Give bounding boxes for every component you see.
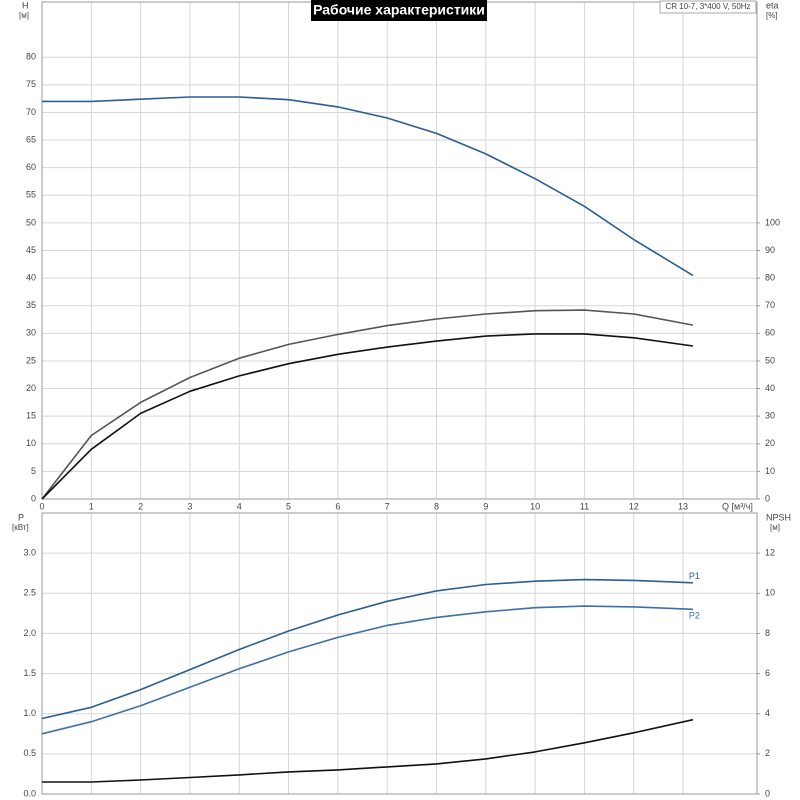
y2-tick-label: 6 <box>765 668 770 678</box>
y-tick-label: 15 <box>26 411 36 421</box>
series-label: P1 <box>689 571 700 581</box>
x-tick-label: 6 <box>335 501 340 511</box>
y-tick-label: 75 <box>26 79 36 89</box>
x-axis-label: Q [м³/ч] <box>722 501 753 511</box>
y-axis-label: H <box>22 0 29 10</box>
x-tick-label: 7 <box>385 501 390 511</box>
y-tick-label: 0.5 <box>23 748 36 758</box>
y2-tick-label: 0 <box>765 493 770 503</box>
curve <box>41 333 694 500</box>
curve <box>42 718 694 783</box>
y2-tick-label: 10 <box>765 466 775 476</box>
y2-tick-label: 4 <box>765 708 770 718</box>
y2-tick-label: 70 <box>765 300 775 310</box>
y-tick-label: 80 <box>26 52 36 62</box>
y2-axis-label: NPSH <box>766 512 791 522</box>
note-box <box>659 0 757 14</box>
bottom-frame <box>41 512 758 795</box>
y2-tick-label: 50 <box>765 355 775 365</box>
grid-layer <box>41 2 757 795</box>
y-tick-label: 1.5 <box>23 668 36 678</box>
title-box <box>311 0 487 21</box>
y-tick-label: 55 <box>26 190 36 200</box>
y-tick-label: 1.0 <box>23 708 36 718</box>
y2-tick-label: 20 <box>765 438 775 448</box>
y2-tick-label: 10 <box>765 588 775 598</box>
y-axis-label: P <box>18 512 24 522</box>
y2-tick-label: 80 <box>765 272 775 282</box>
y-tick-label: 35 <box>26 300 36 310</box>
x-tick-label: 3 <box>187 501 192 511</box>
y-tick-label: 60 <box>26 162 36 172</box>
y-tick-label: 0.0 <box>23 788 36 798</box>
y-tick-label: 20 <box>26 383 36 393</box>
y-axis-unit: [кВт] <box>12 523 29 532</box>
y-tick-label: 30 <box>26 328 36 338</box>
y2-axis-unit: [м] <box>770 523 780 532</box>
y2-tick-label: 2 <box>765 748 770 758</box>
curve <box>41 309 694 500</box>
y2-axis-label: eta <box>766 0 779 10</box>
x-tick-label: 11 <box>580 501 589 511</box>
y-tick-label: 70 <box>26 107 36 117</box>
curve <box>41 578 693 720</box>
series-label: P2 <box>689 611 700 621</box>
x-tick-label: 2 <box>138 501 143 511</box>
y-tick-label: 2.0 <box>23 628 36 638</box>
y2-tick-label: 90 <box>765 245 775 255</box>
y2-axis-unit: [%] <box>766 11 778 20</box>
y2-tick-label: 12 <box>765 548 775 558</box>
y-tick-label: 10 <box>26 438 36 448</box>
y2-tick-label: 0 <box>765 788 770 798</box>
x-tick-label: 12 <box>629 501 639 511</box>
x-tick-label: 9 <box>483 501 488 511</box>
x-tick-label: 8 <box>434 501 439 511</box>
y-tick-label: 25 <box>26 355 36 365</box>
y-tick-label: 50 <box>26 217 36 227</box>
x-tick-label: 13 <box>678 501 688 511</box>
x-tick-label: 4 <box>237 501 242 511</box>
y-tick-label: 65 <box>26 134 36 144</box>
y2-tick-label: 8 <box>765 628 770 638</box>
y-tick-label: 0 <box>31 493 36 503</box>
curve <box>42 96 694 277</box>
y2-tick-label: 30 <box>765 411 775 421</box>
x-tick-label: 10 <box>530 501 540 511</box>
x-tick-label: 5 <box>286 501 291 511</box>
y-axis-unit: [м] <box>19 11 29 20</box>
y-tick-label: 5 <box>31 466 36 476</box>
y2-tick-label: 100 <box>765 217 780 227</box>
y2-tick-label: 60 <box>765 328 775 338</box>
y-tick-label: 40 <box>26 272 36 282</box>
x-tick-label: 1 <box>89 501 94 511</box>
model-note: CR 10-7, 3*400 V, 50Hz <box>665 2 750 11</box>
x-tick-label: 0 <box>39 501 44 511</box>
y-tick-label: 3.0 <box>23 548 36 558</box>
curve <box>41 605 693 735</box>
chart-title: Рабочие характеристики <box>313 2 485 18</box>
y2-tick-label: 40 <box>765 383 775 393</box>
y-tick-label: 2.5 <box>23 588 36 598</box>
y-tick-label: 45 <box>26 245 36 255</box>
